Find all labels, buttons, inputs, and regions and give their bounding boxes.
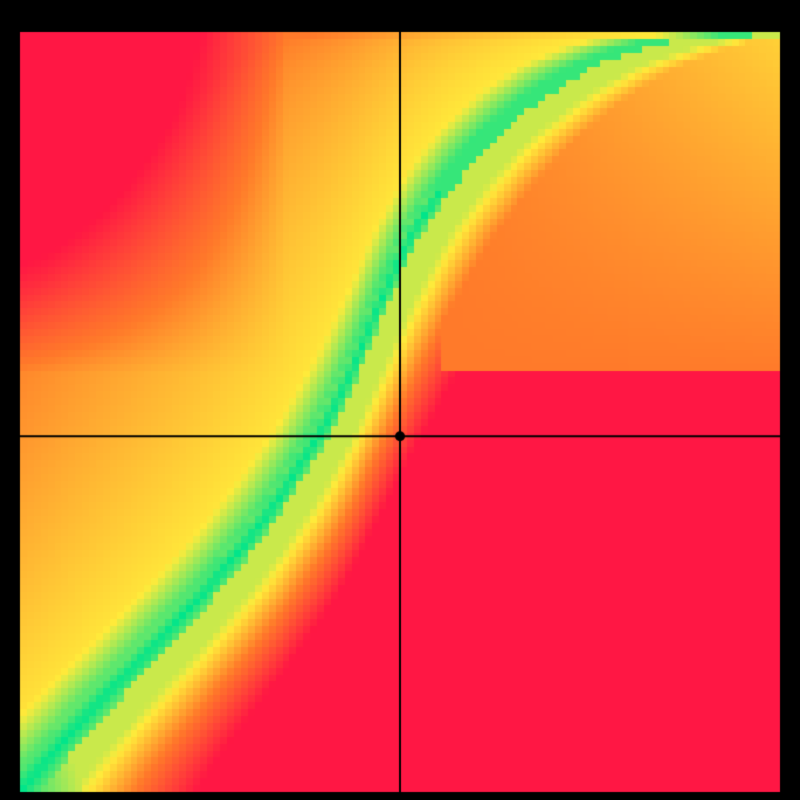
chart-container: TheBottleneck.com — [0, 0, 800, 800]
watermark-text: TheBottleneck.com — [577, 6, 780, 32]
bottleneck-heatmap — [0, 0, 800, 800]
